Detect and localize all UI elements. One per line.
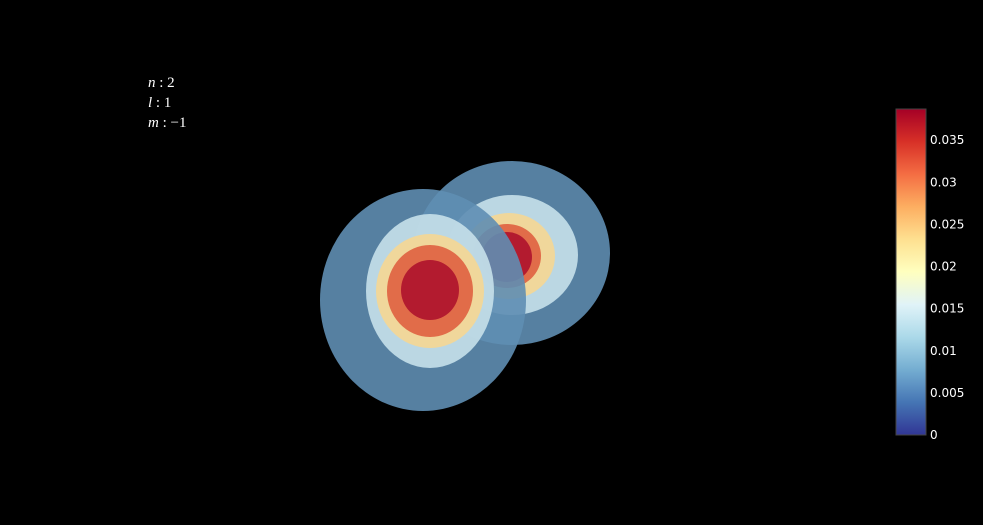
- colorbar-tick-label: 0.015: [930, 302, 964, 316]
- colorbar-tick-label: 0.01: [930, 344, 957, 358]
- colorbar-tick-label: 0.02: [930, 260, 957, 274]
- quantum-number-n-symbol: n: [148, 75, 156, 91]
- quantum-number-n-value: 2: [167, 75, 175, 91]
- colorbar: 0 0.005 0.01 0.015 0.02 0.025 0.03 0.035: [895, 108, 964, 442]
- colorbar-gradient: [895, 108, 927, 436]
- colorbar-tick-label: 0.03: [930, 175, 957, 189]
- colorbar-ticks: 0 0.005 0.01 0.015 0.02 0.025 0.03 0.035: [930, 133, 964, 442]
- quantum-number-m-symbol: m: [148, 115, 159, 131]
- quantum-number-n-separator: :: [155, 75, 168, 91]
- colorbar-tick-label: 0: [930, 428, 938, 442]
- quantum-number-m-value: −1: [170, 115, 187, 131]
- lower-left-lobe[interactable]: [320, 189, 526, 411]
- colorbar-tick-label: 0.025: [930, 217, 964, 231]
- isosurface-scene[interactable]: [320, 161, 610, 411]
- colorbar-tick-label: 0.035: [930, 133, 964, 147]
- quantum-number-l-value: 1: [163, 95, 172, 111]
- quantum-number-l-separator: :: [152, 95, 164, 111]
- quantum-number-l-symbol: l: [148, 95, 153, 111]
- quantum-number-m-separator: :: [158, 115, 171, 131]
- quantum-number-n: n : 2: [148, 73, 175, 93]
- isosurface-shell: [401, 260, 459, 320]
- quantum-number-l: l : 1: [148, 93, 171, 113]
- quantum-number-m: m : −1: [148, 113, 186, 133]
- colorbar-tick-label: 0.005: [930, 386, 964, 400]
